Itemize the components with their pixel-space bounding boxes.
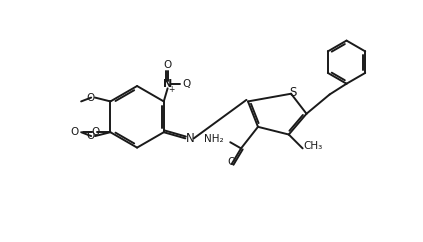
Text: ·: ·	[187, 82, 190, 95]
Text: O: O	[91, 127, 99, 137]
Text: O: O	[182, 79, 190, 90]
Text: NH₂: NH₂	[204, 134, 224, 144]
Text: CH₃: CH₃	[303, 141, 323, 151]
Text: O: O	[86, 131, 94, 141]
Text: N: N	[163, 79, 172, 90]
Text: O: O	[164, 60, 172, 70]
Text: S: S	[289, 86, 297, 99]
Text: O: O	[71, 127, 79, 137]
Text: O: O	[86, 93, 94, 103]
Text: O: O	[227, 157, 235, 167]
Text: +: +	[168, 85, 175, 94]
Text: N: N	[186, 132, 194, 145]
